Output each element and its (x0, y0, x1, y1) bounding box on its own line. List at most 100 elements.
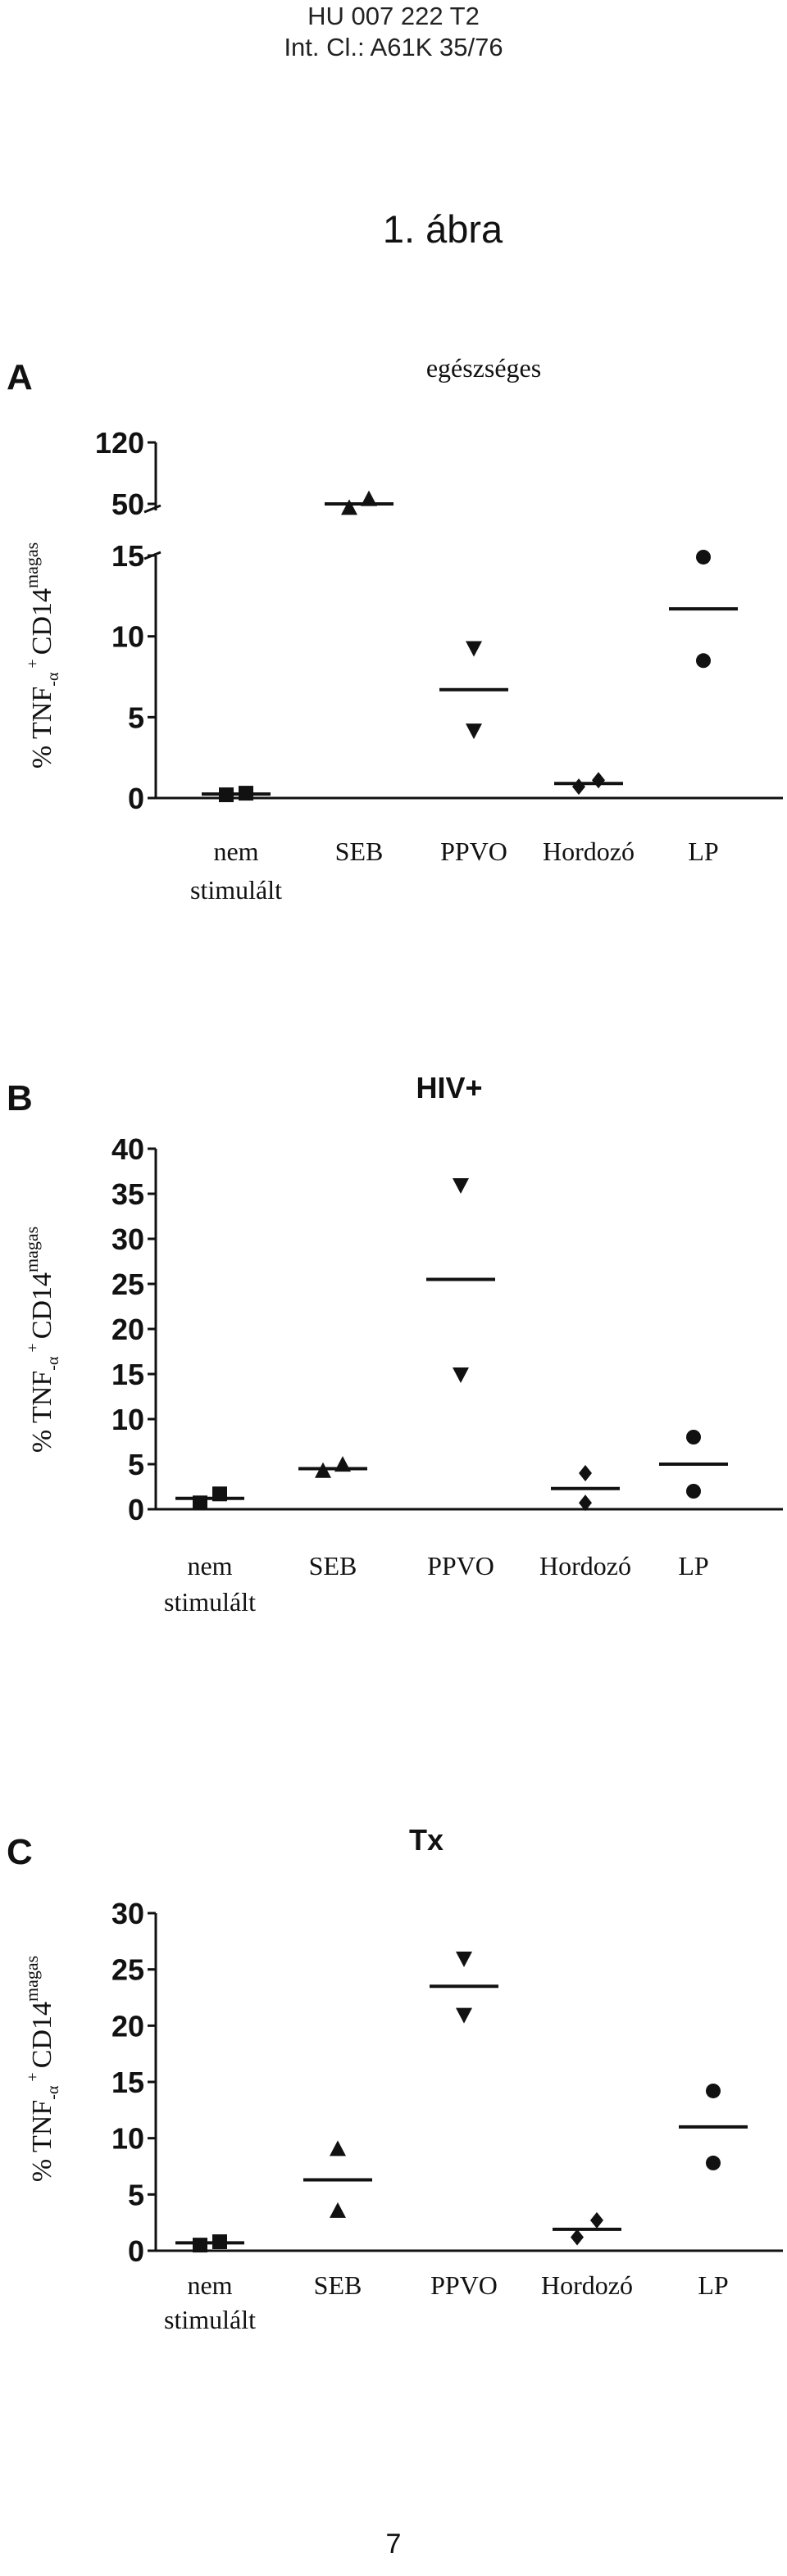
x-category-label: PPVO (440, 837, 507, 866)
y-tick-label: 15 (111, 539, 144, 573)
y-tick-label: 30 (111, 1897, 144, 1930)
triangle-down-marker (453, 1367, 469, 1383)
y-tick-label: 20 (111, 2009, 144, 2043)
square-marker (193, 1495, 207, 1511)
diamond-marker (579, 1465, 592, 1481)
y-tick-label: 15 (111, 1358, 144, 1391)
y-tick-label: 0 (128, 1493, 144, 1526)
y-axis-label: % TNF-α + CD14magas (21, 1227, 62, 1453)
x-category-label: PPVO (427, 1551, 494, 1581)
diamond-marker (592, 772, 605, 789)
x-category-label: stimulált (190, 875, 282, 905)
x-category-label: stimulált (164, 2305, 256, 2334)
y-tick-label: 25 (111, 1268, 144, 1301)
panel-letter: B (7, 1078, 33, 1118)
y-axis-label-part: magas (21, 542, 42, 588)
x-category-label: SEB (309, 1551, 357, 1581)
x-category-label: Hordozó (539, 1551, 631, 1581)
y-axis-label-part: % (27, 739, 57, 769)
x-category-label: Hordozó (543, 837, 635, 866)
chart-title: egészséges (426, 353, 541, 383)
y-axis-label-part: % (27, 2152, 57, 2182)
y-axis-label-part: magas (21, 1227, 42, 1272)
y-axis-label-part: TNF (27, 1371, 57, 1423)
x-category-label: LP (688, 837, 718, 866)
x-category-label: Hordozó (541, 2270, 633, 2300)
square-marker (193, 2238, 207, 2253)
triangle-down-marker (466, 723, 482, 740)
y-axis-label-part: TNF (27, 2100, 57, 2152)
y-axis-label-part: CD14 (27, 588, 57, 655)
y-tick-label: 35 (111, 1177, 144, 1211)
triangle-down-marker (456, 1951, 472, 1967)
x-category-label: LP (678, 1551, 708, 1581)
patent-number: HU 007 222 T2 (307, 2, 480, 30)
y-tick-label: 10 (111, 620, 144, 654)
page-number: 7 (385, 2528, 402, 2560)
chart-title: HIV+ (416, 1071, 482, 1104)
circle-marker (706, 2083, 721, 2098)
y-axis-label-part: -α (44, 1356, 62, 1371)
y-axis-label-part: % (27, 1423, 57, 1453)
axis-break-mark (143, 504, 161, 514)
triangle-up-marker (334, 1456, 351, 1472)
circle-marker (686, 1430, 701, 1444)
triangle-up-marker (361, 490, 377, 506)
y-axis-label-part: -α (44, 672, 62, 687)
x-category-label: SEB (335, 837, 384, 866)
diamond-marker (572, 778, 585, 796)
x-category-label: PPVO (430, 2270, 498, 2300)
y-axis-label-part: -α (44, 2085, 62, 2100)
y-axis-label-part: TNF (27, 687, 57, 739)
triangle-up-marker (330, 2140, 346, 2156)
diamond-marker (579, 1494, 592, 1512)
circle-marker (696, 549, 711, 565)
triangle-down-marker (466, 641, 482, 657)
x-category-label: nem (187, 1551, 232, 1581)
x-category-label: nem (187, 2270, 232, 2300)
diamond-marker (590, 2211, 603, 2229)
y-axis-label-part: CD14 (27, 2002, 57, 2068)
y-tick-label: 10 (111, 1403, 144, 1436)
circle-marker (706, 2155, 721, 2170)
y-tick-label: 25 (111, 1953, 144, 1987)
triangle-down-marker (456, 2007, 472, 2024)
x-category-label: stimulált (164, 1587, 256, 1614)
square-marker (219, 787, 234, 803)
circle-marker (696, 653, 711, 669)
x-category-label: nem (213, 837, 258, 866)
y-tick-label: 50 (111, 488, 144, 521)
y-axis-label-part: + (24, 2068, 42, 2085)
y-tick-label: 5 (128, 701, 144, 734)
figure-title: 1. ábra (382, 207, 503, 251)
y-axis-label-text: % TNF-α + CD14magas (21, 1956, 62, 2182)
y-tick-label: 30 (111, 1222, 144, 1256)
y-axis-label-text: % TNF-α + CD14magas (21, 1227, 62, 1453)
circle-marker (686, 1484, 701, 1499)
x-category-label: SEB (314, 2270, 362, 2300)
classification: Int. Cl.: A61K 35/76 (284, 33, 503, 61)
y-tick-label: 10 (111, 2122, 144, 2156)
diamond-marker (571, 2229, 584, 2246)
y-tick-label: 20 (111, 1313, 144, 1346)
y-axis-label: % TNF-α + CD14magas (21, 1956, 62, 2182)
y-tick-label: 5 (128, 2178, 144, 2211)
square-marker (212, 1486, 227, 1502)
square-marker (239, 786, 253, 801)
triangle-up-marker (315, 1462, 331, 1478)
y-axis-label-part: magas (21, 1956, 42, 2002)
y-tick-label: 0 (128, 2234, 144, 2268)
y-tick-label: 0 (128, 782, 144, 815)
y-axis-label: % TNF-α + CD14magas (21, 542, 62, 769)
y-axis-label-part: CD14 (27, 1272, 57, 1339)
panel-letter: A (7, 357, 33, 397)
y-tick-label: 120 (95, 426, 144, 460)
square-marker (212, 2234, 227, 2250)
y-tick-label: 15 (111, 2066, 144, 2099)
y-axis-label-part: + (24, 655, 42, 672)
y-tick-label: 5 (128, 1448, 144, 1481)
panel-letter: C (7, 1832, 33, 1872)
